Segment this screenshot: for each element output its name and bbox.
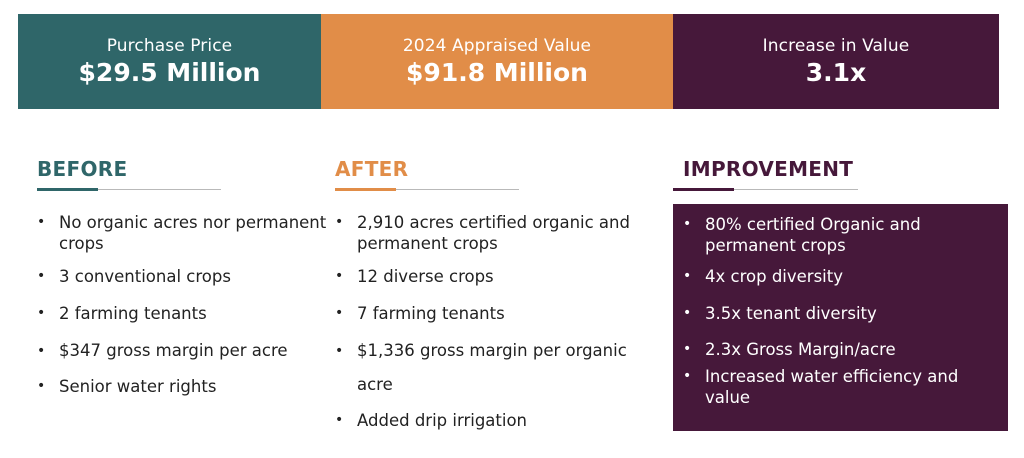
heading-underline (673, 188, 858, 191)
improvement-heading: IMPROVEMENT (683, 157, 854, 181)
after-list: • 2,910 acres certified organic and perma… (335, 212, 655, 431)
bullet-icon: • (335, 214, 344, 230)
after-heading: AFTER (335, 157, 409, 181)
stat-value: $29.5 Million (78, 57, 261, 87)
bullet-icon: • (683, 216, 692, 232)
bullet-icon: • (335, 412, 344, 428)
bullet-icon: • (683, 268, 692, 284)
stat-label: Purchase Price (106, 35, 233, 56)
list-item: • $1,336 gross margin per organic acre (335, 334, 655, 402)
bullet-icon: • (683, 368, 692, 384)
list-item: • 4x crop diversity (683, 267, 843, 286)
list-item: • 80% certified Organic and permanent cro… (683, 215, 921, 255)
list-item: • No organic acres nor permanent crops (37, 213, 327, 253)
list-item: • 12 diverse crops (335, 267, 494, 286)
list-item: • Added drip irrigation (335, 411, 528, 430)
list-item: • 3.5x tenant diversity (683, 304, 877, 323)
stat-value: 3.1x (805, 57, 867, 87)
list-item: • 3 conventional crops (37, 267, 231, 286)
list-item: • $347 gross margin per acre (37, 334, 337, 368)
bullet-icon: • (37, 214, 46, 230)
bullet-icon: • (37, 343, 46, 359)
bullet-icon: • (683, 341, 692, 357)
after-column: AFTER • 2,910 acres certified organic and… (335, 155, 655, 431)
stat-label: 2024 Appraised Value (402, 35, 592, 56)
stat-value: $91.8 Million (406, 57, 588, 87)
list-item: • 2,910 acres certified organic and perma… (335, 213, 630, 253)
improvement-list: • 80% certified Organic and permanent cro… (683, 214, 998, 408)
list-item: • 2.3x Gross Margin/acre (683, 340, 896, 359)
bullet-icon: • (335, 268, 344, 284)
list-item: • 2 farming tenants (37, 304, 207, 323)
improvement-box: • 80% certified Organic and permanent cro… (673, 204, 1008, 431)
bullet-icon: • (37, 305, 46, 321)
heading-underline (335, 188, 519, 191)
before-heading: BEFORE (37, 157, 128, 181)
list-item: • 7 farming tenants (335, 304, 505, 323)
bullet-icon: • (37, 268, 46, 284)
stat-purchase-price: Purchase Price $29.5 Million (18, 14, 321, 109)
improvement-column: IMPROVEMENT • 80% certified Organic and p… (673, 155, 1008, 431)
bullet-icon: • (683, 305, 692, 321)
bullet-icon: • (335, 343, 344, 359)
before-list: • No organic acres nor permanent crops • 3… (37, 212, 337, 397)
heading-underline (37, 188, 221, 191)
stats-banner: Purchase Price $29.5 Million 2024 Apprai… (18, 14, 999, 109)
stat-appraised-value: 2024 Appraised Value $91.8 Million (321, 14, 673, 109)
list-item: • Senior water rights (37, 377, 217, 396)
stat-label: Increase in Value (762, 35, 910, 56)
stat-increase-in-value: Increase in Value 3.1x (673, 14, 999, 109)
list-item: • Increased water efficiency and value (683, 367, 959, 407)
before-column: BEFORE • No organic acres nor permanent c… (37, 155, 337, 397)
bullet-icon: • (335, 305, 344, 321)
bullet-icon: • (37, 378, 46, 394)
